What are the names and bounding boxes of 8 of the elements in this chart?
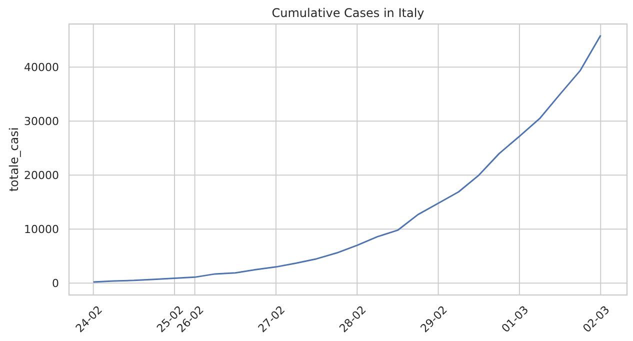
y-tick-label: 0 xyxy=(52,276,59,290)
y-tick-label: 40000 xyxy=(24,61,59,74)
y-tick-label: 20000 xyxy=(24,169,59,182)
y-tick-label: 10000 xyxy=(24,222,59,236)
line-series xyxy=(92,34,602,283)
chart-title: Cumulative Cases in Italy xyxy=(272,6,424,20)
y-tick-label: 30000 xyxy=(24,115,59,128)
y-axis-title: totale_casi xyxy=(7,127,21,192)
